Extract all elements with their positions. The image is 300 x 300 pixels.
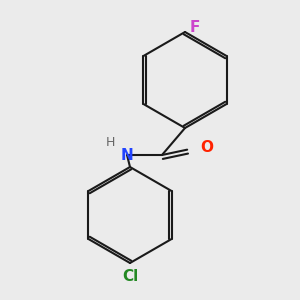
Text: N: N xyxy=(121,148,134,163)
Text: H: H xyxy=(105,136,115,148)
Text: O: O xyxy=(200,140,213,155)
Text: Cl: Cl xyxy=(122,269,138,284)
Text: F: F xyxy=(190,20,200,34)
